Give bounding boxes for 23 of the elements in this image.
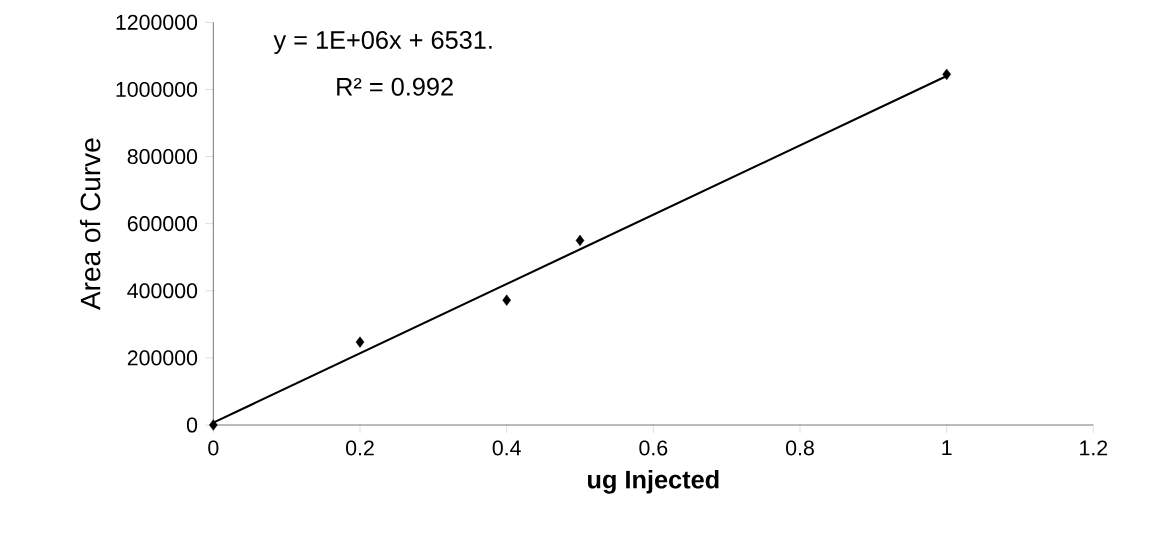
- point: [575, 234, 585, 247]
- point: [355, 336, 365, 348]
- x-tick-label: 0.6: [639, 440, 668, 456]
- point: [942, 68, 951, 80]
- y-tick-label: 0: [186, 417, 198, 433]
- x-tick-label: 0.4: [492, 440, 521, 456]
- y-tick-label: 200000: [127, 350, 198, 366]
- y-tick-label: 1200000: [116, 14, 198, 30]
- x-axis-title: ug Injected: [588, 469, 719, 494]
- y-tick-label: 400000: [127, 283, 198, 299]
- x-tick-label: 0.8: [786, 440, 814, 456]
- point: [502, 294, 511, 306]
- annotation: R² = 0.992: [337, 77, 453, 96]
- x-tick-label: 0: [208, 440, 219, 456]
- y-tick-label: 1000000: [116, 81, 198, 97]
- x-tick-label: 1.2: [1080, 440, 1108, 456]
- annotation: y = 1E+06x + 6531.: [273, 30, 492, 54]
- y-axis-title: Area of Curve: [79, 138, 101, 310]
- y-tick-label: 800000: [127, 149, 198, 165]
- point: [209, 419, 218, 431]
- y-tick-label: 600000: [127, 216, 198, 232]
- x-tick-label: 0.2: [346, 440, 374, 456]
- x-tick-label: 1: [942, 440, 952, 456]
